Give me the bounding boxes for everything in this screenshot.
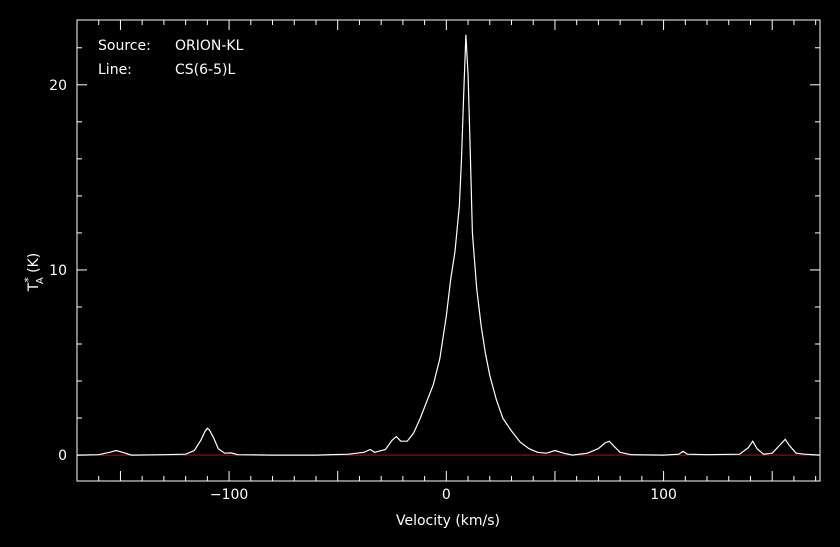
y-tick-label: 0: [58, 448, 67, 464]
y-axis-label-main: T: [26, 282, 42, 292]
x-tick-label: 0: [442, 487, 451, 503]
y-tick-label: 20: [49, 78, 67, 94]
plot-frame: [76, 19, 821, 482]
x-axis-label: Velocity (km/s): [396, 513, 500, 529]
source-label: Source:: [98, 38, 151, 54]
y-axis-label: T*A (K): [22, 253, 46, 292]
y-tick-label: 10: [49, 263, 67, 279]
y-axis-label-sup: *: [22, 277, 35, 283]
line-value: CS(6-5)L: [175, 62, 235, 78]
x-tick-label: −100: [210, 487, 248, 503]
spectrum-line: [76, 34, 821, 456]
axis-tick-labels: −100 0 100 0 10 20: [49, 78, 677, 503]
x-tick-label: 100: [650, 487, 677, 503]
line-label: Line:: [98, 62, 132, 78]
axis-ticks: [76, 20, 820, 481]
y-axis-label-unit: (K): [26, 253, 42, 278]
svg-text:T*A (K): T*A (K): [22, 253, 46, 292]
source-value: ORION-KL: [175, 38, 244, 54]
y-axis-label-sub: A: [35, 277, 46, 284]
